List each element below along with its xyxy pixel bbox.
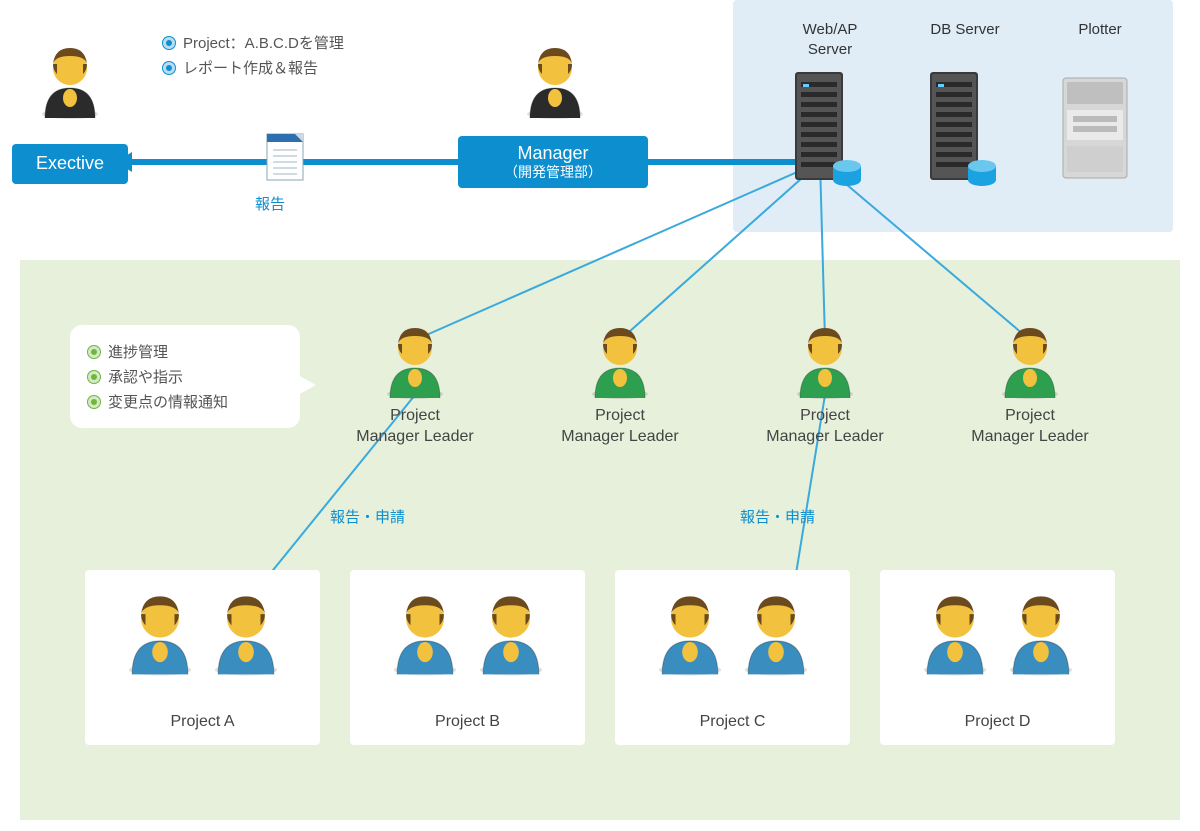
houkoku-label: 報告 [255, 195, 285, 215]
team-person-icon [386, 582, 464, 682]
badge-line1: Exective [12, 153, 128, 175]
team-pair [647, 582, 819, 682]
executive-badge: Exective [12, 144, 128, 184]
team-person-icon [651, 582, 729, 682]
bubble-item-text: 承認や指示 [108, 366, 183, 387]
bubble-item: 変更点の情報通知 [88, 389, 282, 414]
pml-person-icon [995, 320, 1065, 400]
bullet-icon [163, 37, 175, 49]
bubble-tail-icon [298, 375, 316, 395]
server-label: Web/AP Server [775, 20, 885, 59]
houkoku_right-label: 報告・申請 [740, 508, 815, 528]
manager_tasks-bubble: Project：A.B.C.Dを管理レポート作成＆報告 [145, 16, 385, 94]
project-label: Project A [85, 713, 320, 731]
manager-badge: Manager（開発管理部） [458, 136, 648, 188]
bullet-icon [88, 346, 100, 358]
server-icon [920, 62, 1000, 192]
bullet-icon [163, 62, 175, 74]
plotter-icon [1055, 62, 1141, 192]
project-label: Project C [615, 713, 850, 731]
bubble-item: レポート作成＆報告 [163, 55, 367, 80]
pml-label: Project Manager Leader [735, 406, 915, 448]
pml_tasks-bubble: 進捗管理承認や指示変更点の情報通知 [70, 325, 300, 428]
executive-person-icon [35, 40, 105, 120]
team-person-icon [207, 582, 285, 682]
bullet-icon [88, 396, 100, 408]
team-person-icon [916, 582, 994, 682]
team-person-icon [1002, 582, 1080, 682]
bubble-item-text: Project：A.B.C.Dを管理 [183, 32, 344, 53]
project-card: Project B [350, 570, 585, 745]
team-pair [117, 582, 289, 682]
pml-label: Project Manager Leader [940, 406, 1120, 448]
pml-person-icon [790, 320, 860, 400]
pml-person-icon [585, 320, 655, 400]
pml-person-icon [380, 320, 450, 400]
badge-line1: Manager [458, 143, 648, 165]
team-person-icon [121, 582, 199, 682]
badge-line2: （開発管理部） [458, 164, 648, 181]
houkoku_left-label: 報告・申請 [330, 508, 405, 528]
team-person-icon [472, 582, 550, 682]
project-card: Project C [615, 570, 850, 745]
project-card: Project A [85, 570, 320, 745]
pml-label: Project Manager Leader [530, 406, 710, 448]
pml-label: Project Manager Leader [325, 406, 505, 448]
project-label: Project D [880, 713, 1115, 731]
document-icon [265, 128, 309, 189]
project-card: Project D [880, 570, 1115, 745]
bubble-item: Project：A.B.C.Dを管理 [163, 30, 367, 55]
bubble-tail-icon [383, 52, 401, 72]
team-pair [382, 582, 554, 682]
server-label: Plotter [1045, 20, 1155, 40]
bullet-icon [88, 371, 100, 383]
bubble-item: 承認や指示 [88, 364, 282, 389]
manager-person-icon [520, 40, 590, 120]
project-label: Project B [350, 713, 585, 731]
team-pair [912, 582, 1084, 682]
bubble-item: 進捗管理 [88, 339, 282, 364]
bubble-item-text: レポート作成＆報告 [183, 57, 318, 78]
server-label: DB Server [910, 20, 1020, 40]
server-icon [785, 62, 865, 192]
bubble-item-text: 進捗管理 [108, 341, 168, 362]
team-person-icon [737, 582, 815, 682]
bubble-item-text: 変更点の情報通知 [108, 391, 228, 412]
